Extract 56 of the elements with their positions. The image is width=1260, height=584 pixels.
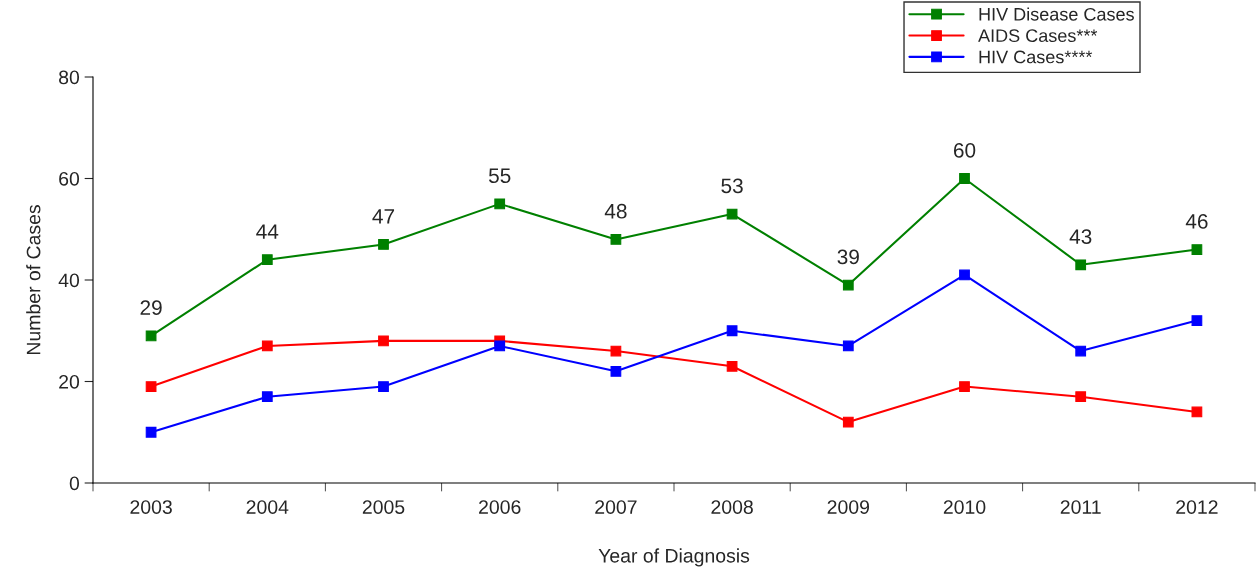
point — [842, 416, 854, 428]
point — [610, 365, 622, 377]
point — [842, 340, 854, 352]
x-tick-label: 2005 — [362, 500, 405, 514]
data-label: 48 — [604, 203, 627, 219]
point — [145, 330, 157, 342]
x-tick-label: 2009 — [827, 500, 870, 514]
data-label: 53 — [721, 178, 743, 194]
point — [842, 279, 854, 291]
point — [959, 381, 970, 392]
point — [610, 234, 622, 245]
point — [494, 340, 506, 352]
point — [1075, 345, 1087, 357]
x-tick-label: 2004 — [246, 500, 289, 514]
y-tick-label: 40 — [58, 273, 80, 288]
y-tick-label: 60 — [59, 171, 80, 186]
x-tick-label: 2003 — [130, 500, 172, 514]
point — [1075, 391, 1087, 403]
y-tick-label: 20 — [59, 374, 80, 389]
point — [1075, 259, 1087, 271]
y-tick-label: 0 — [69, 476, 80, 491]
point — [726, 360, 738, 372]
point — [1191, 315, 1203, 326]
point — [726, 325, 738, 337]
y-axis-title: Number of Cases — [26, 205, 41, 355]
point — [959, 269, 970, 281]
data-label: 44 — [256, 224, 279, 239]
point — [261, 340, 273, 352]
point — [494, 198, 506, 210]
point — [378, 335, 389, 347]
data-label: 43 — [1069, 229, 1092, 244]
point — [145, 381, 157, 392]
data-label: 60 — [953, 142, 976, 158]
point — [378, 239, 389, 250]
point — [378, 381, 389, 392]
x-tick-label: 2008 — [711, 500, 753, 514]
point — [959, 173, 970, 184]
data-label: 46 — [1185, 214, 1208, 229]
x-tick-label: 2006 — [479, 500, 521, 514]
x-tick-label: 2007 — [595, 500, 637, 514]
legend-label: HIV Disease Cases — [979, 7, 1134, 21]
x-tick-label: 2011 — [1060, 500, 1101, 514]
legend-label: AIDS Cases*** — [978, 29, 1098, 43]
point — [261, 391, 273, 403]
data-label: 47 — [372, 209, 395, 224]
point — [261, 254, 273, 266]
y-tick-label: 80 — [59, 70, 80, 85]
x-tick-label: 2012 — [1176, 500, 1218, 514]
point — [145, 426, 157, 438]
data-label: 29 — [140, 300, 162, 316]
data-label: 55 — [488, 168, 511, 184]
data-label: 39 — [837, 249, 859, 265]
x-tick-label: 2010 — [943, 500, 986, 514]
point — [1191, 244, 1203, 255]
legend-label: HIV Cases**** — [979, 50, 1093, 64]
x-axis-title: Year of Diagnosis — [598, 548, 750, 567]
